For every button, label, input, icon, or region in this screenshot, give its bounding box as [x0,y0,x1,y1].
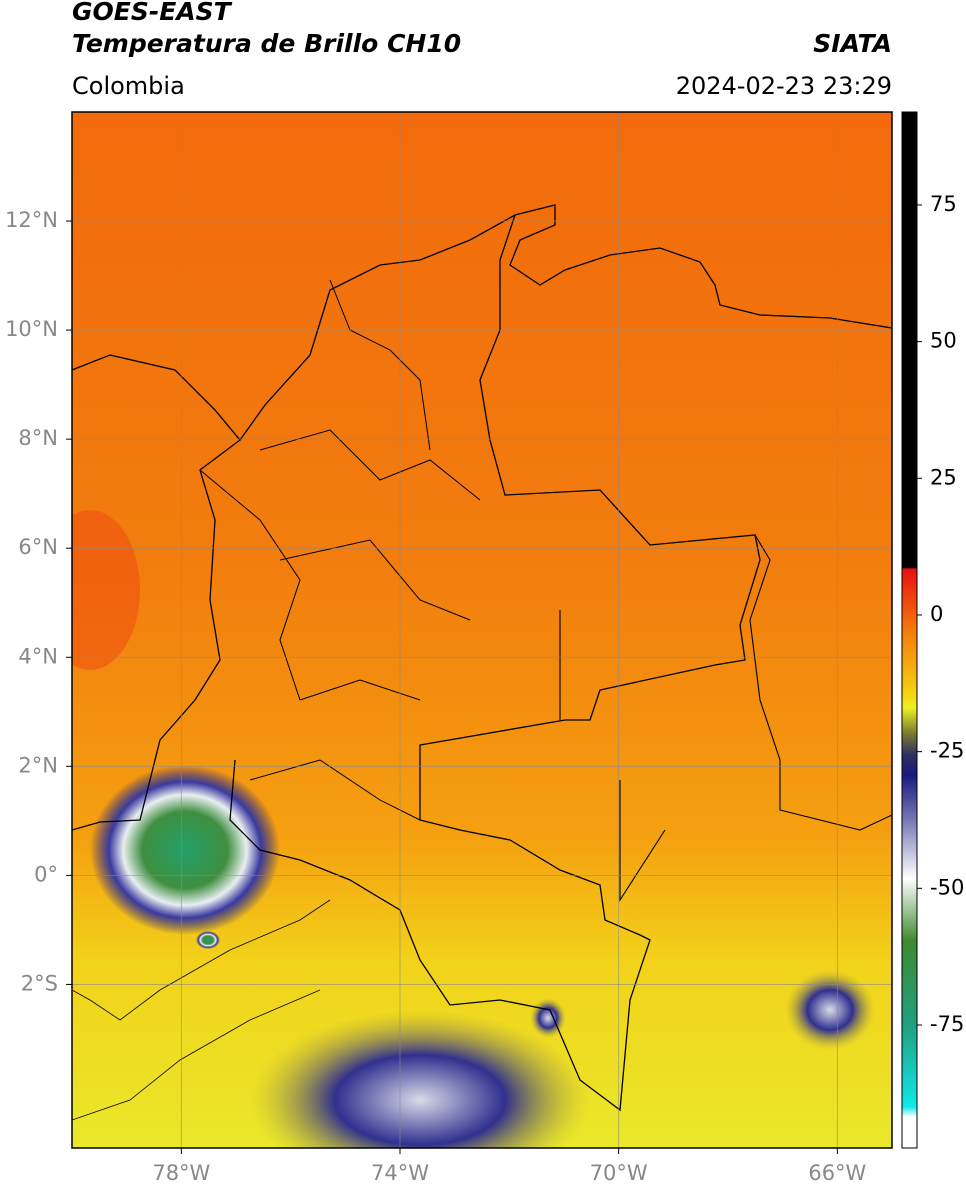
y-tick-label: 6°N [18,535,58,559]
colorbar-tick-label: -75 [930,1012,964,1036]
map-frame [71,111,893,1149]
title: Temperatura de Brillo CH10 [72,29,461,58]
y-tick-label: 4°N [18,644,58,668]
x-tick-label: 70°W [590,1161,648,1185]
y-tick-label: 2°S [21,971,58,995]
colorbar [901,111,918,1149]
x-tick-label: 78°W [152,1161,210,1185]
y-tick-label: 12°N [5,208,58,232]
colorbar-tick-label: 75 [930,192,957,216]
map-image [72,112,892,1148]
region: Colombia [72,72,185,100]
colorbar-tick-label: 0 [930,602,943,626]
y-tick-label: 8°N [18,426,58,450]
x-tick-label: 66°W [808,1161,866,1185]
source: SIATA [813,29,892,58]
colorbar-tick-label: 50 [930,329,957,353]
colorbar-tick-label: 25 [930,465,957,489]
y-tick-label: 10°N [5,317,58,341]
colorbar-tick-label: -50 [930,875,964,899]
title: GOES-EAST [72,0,233,26]
colorbar-tick-label: -25 [930,739,964,763]
y-tick-label: 2°N [18,753,58,777]
datetime: 2024-02-23 23:29 [676,72,892,100]
y-tick-label: 0° [34,862,58,886]
x-tick-label: 74°W [371,1161,429,1185]
